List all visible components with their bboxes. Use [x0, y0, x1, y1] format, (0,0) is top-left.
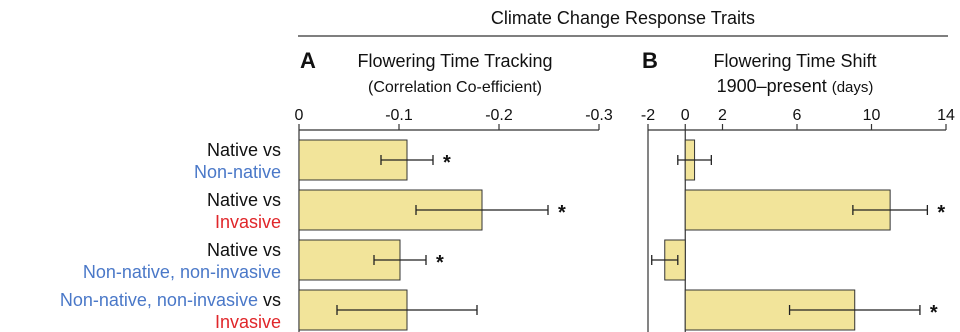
x-tick-label: 0: [295, 107, 304, 124]
significance-star: *: [930, 302, 938, 324]
panel-b-subtitle-main: 1900–present: [717, 76, 827, 96]
row-label-part: Non-native, non-invasive: [83, 262, 281, 282]
significance-star: *: [558, 202, 566, 224]
x-tick-label: 2: [718, 107, 727, 124]
row-label-part: vs: [258, 290, 281, 310]
x-tick-label: -0.2: [485, 107, 513, 124]
row-label-part: Native vs: [207, 240, 281, 260]
row-label-1-line-1: Native vs: [207, 140, 281, 160]
panel-b-letter: B: [642, 48, 658, 73]
row-label-2-line-2: Invasive: [215, 212, 281, 232]
x-tick-label: -0.1: [385, 107, 413, 124]
row-label-2-line-1: Native vs: [207, 190, 281, 210]
panel-b-subtitle: 1900–present (days): [717, 76, 874, 96]
row-label-part: Native vs: [207, 140, 281, 160]
row-label-part: Non-native: [194, 162, 281, 182]
significance-star: *: [443, 152, 451, 174]
x-tick-label: 10: [863, 107, 881, 124]
row-label-3-line-2: Non-native, non-invasive: [83, 262, 281, 282]
significance-star: *: [436, 252, 444, 274]
panel-a-subtitle: (Correlation Co-efficient): [368, 79, 542, 96]
x-tick-label: 6: [793, 107, 802, 124]
significance-star: *: [937, 202, 945, 224]
panel-b-subtitle-unit: (days): [832, 79, 874, 96]
panel-a-title: Flowering Time Tracking: [357, 51, 552, 71]
x-tick-label: -0.3: [585, 107, 613, 124]
row-label-4-line-2: Invasive: [215, 312, 281, 332]
row-label-1-line-2: Non-native: [194, 162, 281, 182]
row-label-4-line-1: Non-native, non-invasive vs: [60, 290, 281, 310]
panel-a-letter: A: [300, 48, 316, 73]
row-label-part: Non-native, non-invasive: [60, 290, 258, 310]
row-label-part: Invasive: [215, 212, 281, 232]
x-tick-label: 0: [681, 107, 690, 124]
row-label-part: Invasive: [215, 312, 281, 332]
super-title: Climate Change Response Traits: [491, 8, 755, 28]
row-label-3-line-1: Native vs: [207, 240, 281, 260]
x-tick-label: 14: [937, 107, 955, 124]
panel-b-title: Flowering Time Shift: [713, 51, 876, 71]
panel-b-plot: -2 0 2 6 10 14 * *: [641, 107, 955, 332]
row-label-part: Native vs: [207, 190, 281, 210]
x-tick-label: -2: [641, 107, 655, 124]
panel-a-plot: 0 -0.1 -0.2 -0.3 * * *: [295, 107, 613, 332]
